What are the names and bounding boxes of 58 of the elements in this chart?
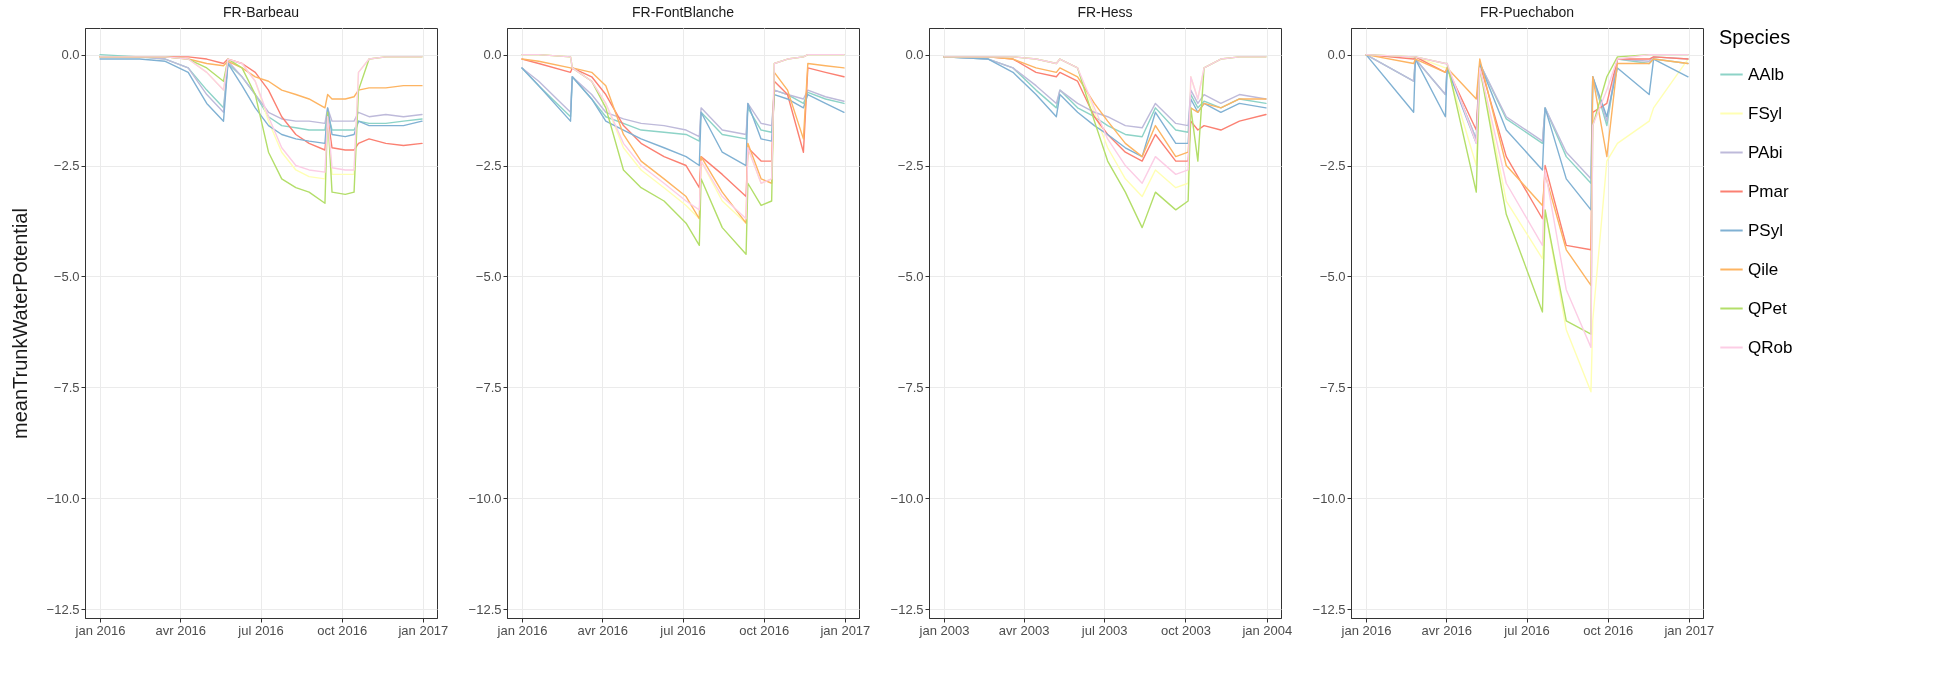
legend-label: Qile	[1748, 259, 1779, 279]
y-tick-label: −7.5	[475, 379, 502, 395]
y-axis-title: meanTrunkWaterPotential	[8, 208, 31, 439]
y-tick-label: −2.5	[897, 158, 924, 174]
legend-label: PSyl	[1748, 220, 1783, 240]
x-tick-label: oct 2016	[1583, 622, 1634, 638]
chart-title: FR-FontBlanche	[632, 4, 735, 20]
x-tick-label: jan 2004	[1241, 622, 1293, 638]
x-tick-label: jul 2016	[1503, 622, 1550, 638]
x-tick-label: jul 2016	[237, 622, 284, 638]
y-tick-label: −2.5	[53, 158, 80, 174]
x-tick-label: avr 2016	[1421, 622, 1473, 638]
legend-label: Pmar	[1748, 181, 1789, 201]
y-tick-label: 0.0	[1327, 47, 1346, 63]
y-tick-label: −12.5	[1312, 601, 1346, 617]
y-tick-label: −10.0	[468, 490, 502, 506]
y-tick-label: 0.0	[61, 47, 80, 63]
y-tick-label: −12.5	[890, 601, 924, 617]
x-tick-label: avr 2016	[577, 622, 629, 638]
x-tick-label: jan 2003	[918, 622, 970, 638]
x-tick-label: jan 2016	[74, 622, 126, 638]
x-tick-label: oct 2003	[1161, 622, 1211, 638]
x-tick-label: jul 2016	[659, 622, 706, 638]
y-tick-label: −12.5	[468, 601, 502, 617]
x-tick-label: jan 2017	[819, 622, 871, 638]
y-tick-label: −10.0	[1312, 490, 1346, 506]
x-tick-label: oct 2016	[317, 622, 368, 638]
x-tick-label: jan 2017	[397, 622, 449, 638]
x-tick-label: avr 2003	[998, 622, 1050, 638]
y-tick-label: −10.0	[46, 490, 80, 506]
legend-label: PAbi	[1748, 142, 1783, 162]
x-tick-label: oct 2016	[739, 622, 790, 638]
chart-title: FR-Barbeau	[222, 4, 300, 20]
y-tick-label: −5.0	[475, 268, 502, 284]
legend-label: AAlb	[1748, 64, 1784, 84]
x-tick-label: jan 2016	[1340, 622, 1392, 638]
x-tick-label: avr 2016	[155, 622, 207, 638]
y-tick-label: 0.0	[905, 47, 924, 63]
y-tick-label: −7.5	[53, 379, 80, 395]
y-tick-label: −7.5	[1319, 379, 1346, 395]
chart-title: FR-Hess	[1077, 4, 1133, 20]
y-tick-label: −7.5	[897, 379, 924, 395]
y-tick-label: −2.5	[475, 158, 502, 174]
y-tick-label: −5.0	[53, 268, 80, 284]
y-tick-label: −2.5	[1319, 158, 1346, 174]
chart-title: FR-Puechabon	[1479, 4, 1575, 20]
legend-title: Species	[1719, 26, 1791, 48]
y-tick-label: 0.0	[483, 47, 502, 63]
x-tick-label: jan 2017	[1663, 622, 1715, 638]
legend-label: FSyl	[1748, 103, 1782, 123]
y-tick-label: −12.5	[46, 601, 80, 617]
legend-label: QPet	[1748, 298, 1788, 318]
x-tick-label: jul 2003	[1080, 622, 1128, 638]
legend-label: QRob	[1748, 337, 1793, 357]
x-tick-label: jan 2016	[496, 622, 548, 638]
y-tick-label: −5.0	[897, 268, 924, 284]
y-tick-label: −5.0	[1319, 268, 1346, 284]
y-tick-label: −10.0	[890, 490, 924, 506]
